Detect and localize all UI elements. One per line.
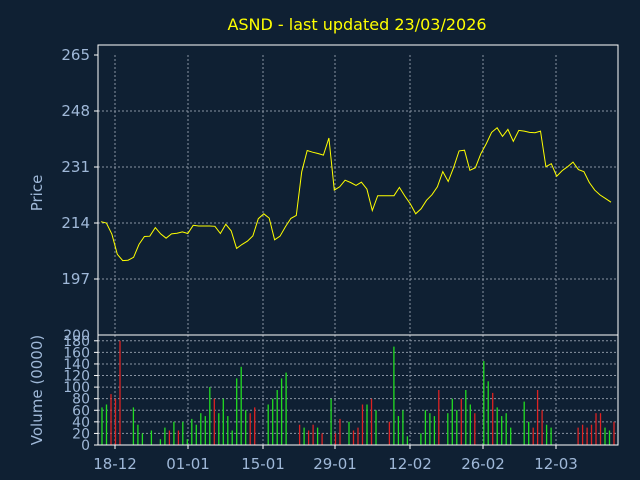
date-tick-label: 15-01 (241, 455, 285, 473)
volume-top-label: 200 (63, 328, 90, 344)
volume-axis-label: Volume (0000) (28, 335, 46, 445)
date-tick-label: 29-01 (313, 455, 357, 473)
price-grid (98, 55, 618, 335)
date-x-ticks: 18-12 01-01 15-01 29-01 12-02 26-02 12-03 (93, 455, 578, 473)
volume-tick-label: 20 (72, 426, 90, 442)
volume-tick-label: 140 (63, 357, 90, 373)
chart-frames (94, 44, 619, 449)
price-tick-label: 265 (61, 46, 90, 64)
volume-tick-label: 40 (72, 415, 90, 431)
date-tick-label: 18-12 (93, 455, 137, 473)
volume-tick-label: 100 (63, 380, 90, 396)
volume-frame (97, 334, 619, 446)
date-tick-label: 01-01 (166, 455, 210, 473)
volume-tick-label: 120 (63, 369, 90, 385)
date-tick-label: 26-02 (461, 455, 505, 473)
price-tick-label: 214 (61, 214, 90, 232)
date-tick-label: 12-03 (534, 455, 578, 473)
volume-tick-label: 180 (63, 334, 90, 350)
volume-tick-label: 80 (72, 392, 90, 408)
chart-title: ASND - last updated 23/03/2026 (227, 15, 486, 34)
date-tick-label: 12-02 (388, 455, 432, 473)
price-line (100, 127, 612, 262)
price-tick-label: 248 (61, 102, 90, 120)
price-tick-label: 231 (61, 158, 90, 176)
volume-tick-label: 60 (72, 403, 90, 419)
volume-bars (101, 340, 615, 445)
price-tick-label: 197 (61, 270, 90, 288)
volume-tick-label: 0 (81, 438, 90, 454)
price-y-ticks: 265 248 231 214 197 (61, 46, 90, 288)
price-axis-label: Price (28, 175, 46, 212)
volume-tick-label: 160 (63, 345, 90, 361)
